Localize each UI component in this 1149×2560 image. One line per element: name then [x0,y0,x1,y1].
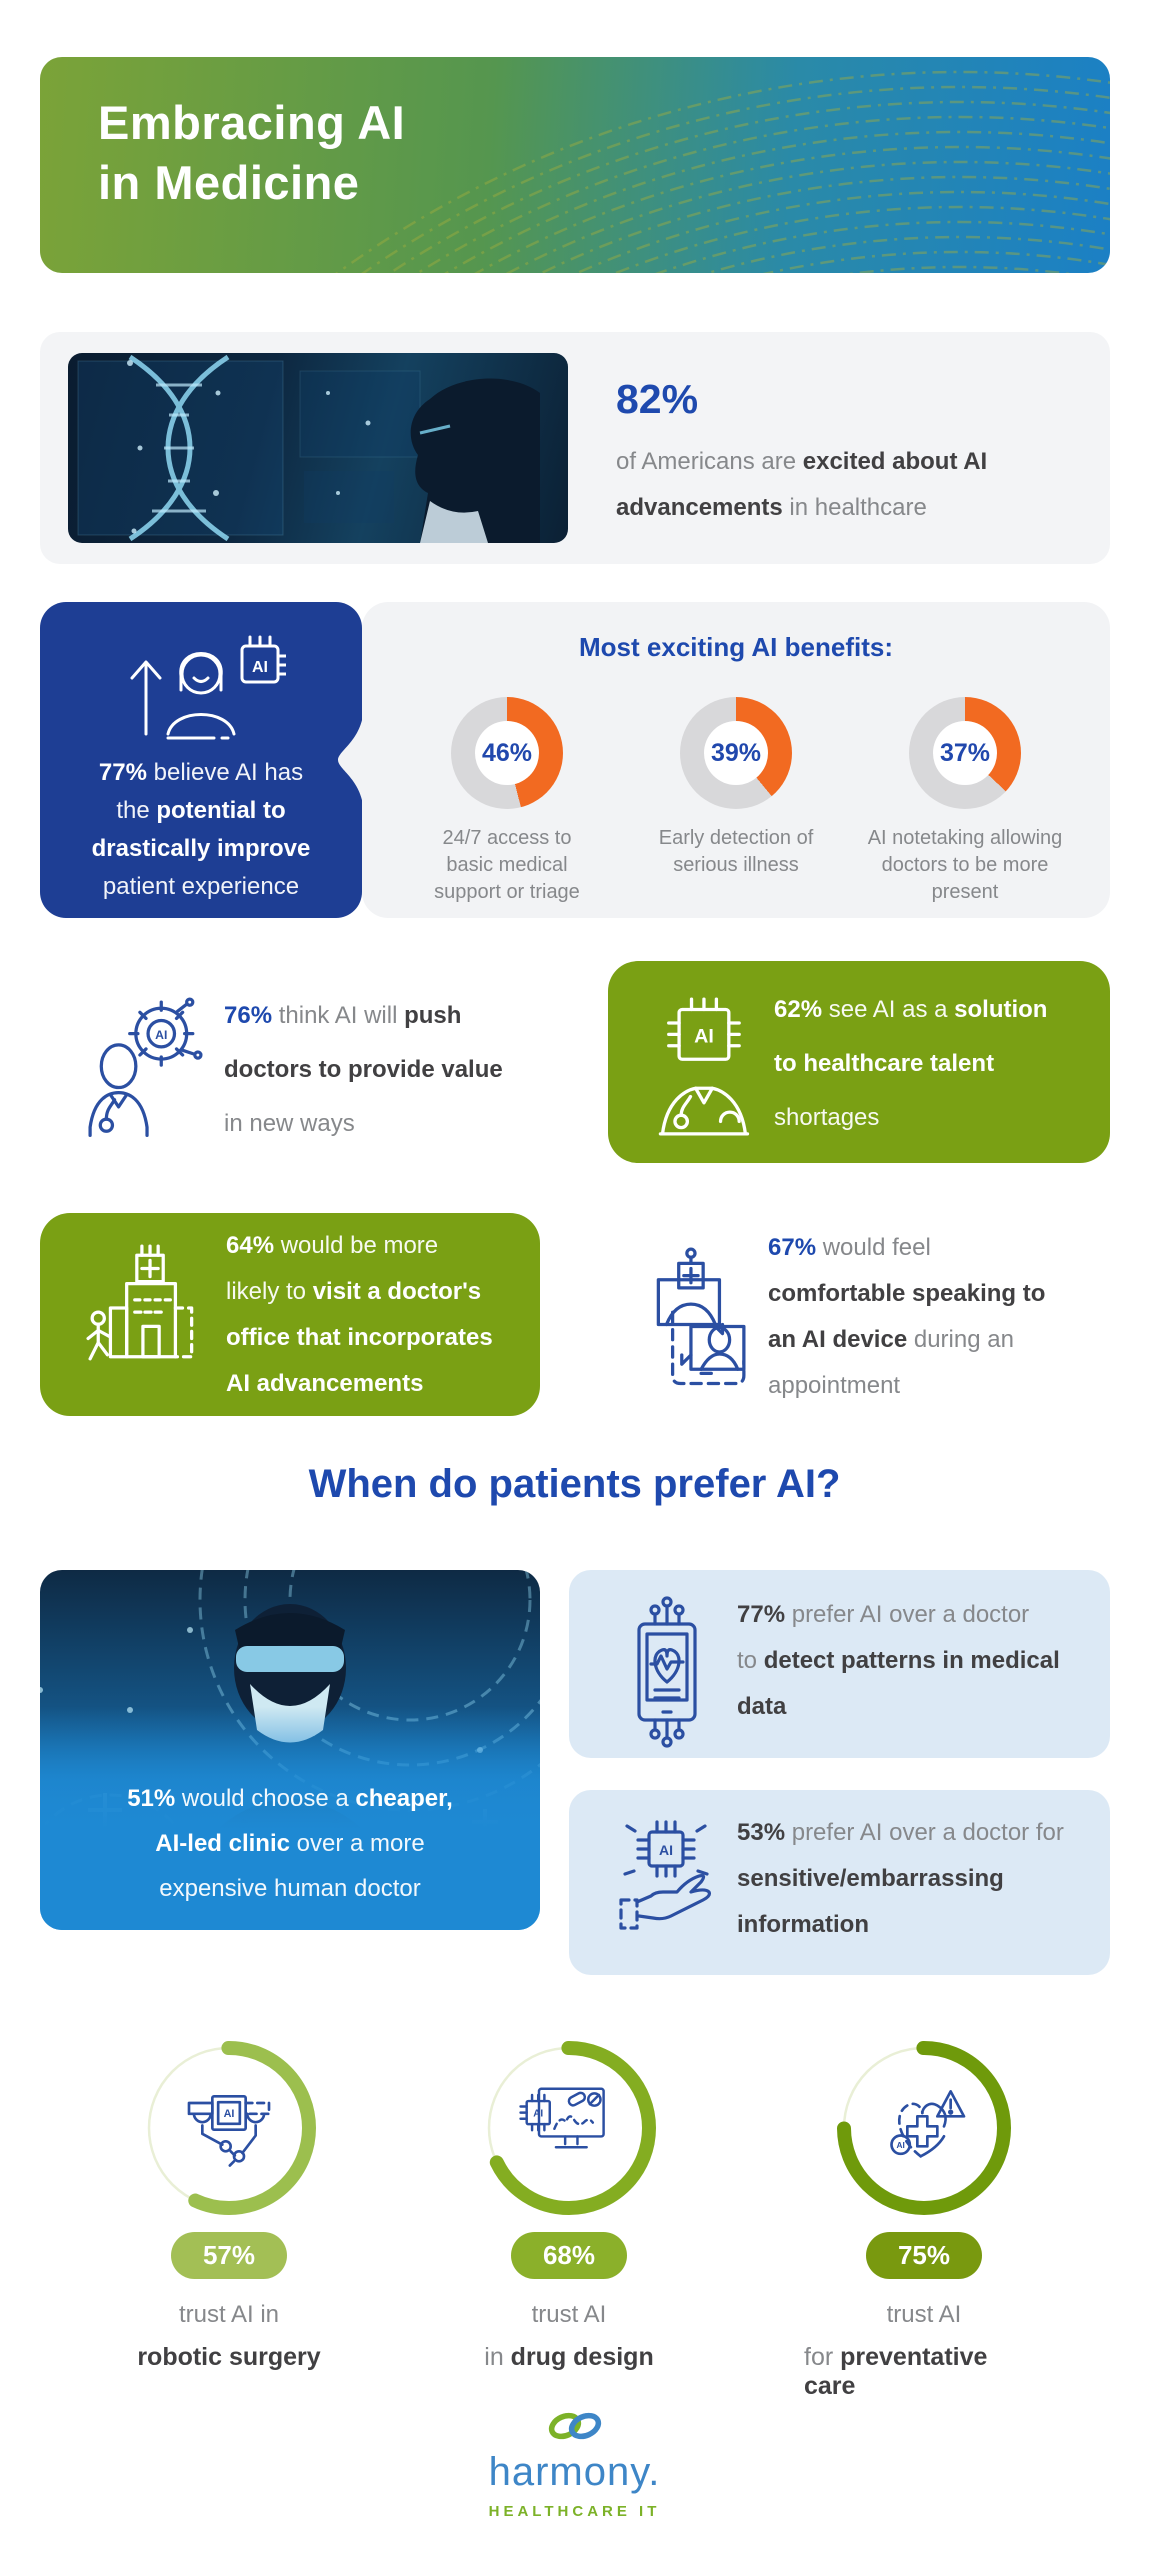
video-visit-icon [638,1241,750,1399]
visit-office-stat-text: 64% would be more likely to visit a docto… [226,1232,493,1397]
stats-row-1: AI 76% think AI will push doctors to prov… [40,961,1110,1163]
donut-item: 39% Early detection of serious illness [631,697,841,906]
detect-patterns-stat-text: 77% prefer AI over a doctor to detect pat… [737,1601,1060,1720]
progress-ring: AI [481,2040,657,2216]
stats-row-2: 64% would be more likely to visit a docto… [40,1213,1110,1416]
trust-item-preventative-care: AI 75% trust AI for preventative care [804,2040,1044,2401]
growth-person-ai-icon: AI [116,634,288,746]
progress-ring: AI [141,2040,317,2216]
talent-shortage-stat-box: AI 62% see AI as a solution to healthcare… [608,961,1110,1163]
footer-brand: harmony. HEALTHCARE IT [0,2406,1149,2520]
preventative-care-ai-icon: AI [874,2078,974,2178]
trust-label-line1: trust AI in [178,2301,280,2328]
donut-chart-triage: 46% [451,697,563,809]
donut-label: 24/7 access to basic medical support or … [434,827,580,903]
ai-chip-person-icon: AI [648,995,762,1136]
detect-patterns-card: 77% prefer AI over a doctor to detect pat… [569,1570,1110,1758]
header-banner: Embracing AI in Medicine [40,57,1110,273]
benefits-panel: Most exciting AI benefits: 46% 24/7 acce… [362,602,1110,918]
benefits-donut-row: 46% 24/7 access to basic medical support… [362,697,1110,906]
donut-item: 37% AI notetaking allowing doctors to be… [860,697,1070,906]
donut-value: 39% [710,738,762,767]
donut-chart-notetaking: 37% [909,697,1021,809]
trust-label-line1: trust AI [531,2301,607,2328]
benefits-section: AI 77% believe AI has the potential to dra… [40,602,1110,918]
ai-chip-hand-icon: AI [607,1814,727,1952]
trust-label-line2: robotic surgery [137,2343,321,2371]
trust-item-drug-design: AI 68% trust AI in drug design [449,2040,689,2372]
patient-experience-stat-text: 77% believe AI has the potential to drasti… [91,759,311,900]
sensitive-info-stat-text: 53% prefer AI over a doctor for sensitive… [737,1819,1064,1938]
donut-item: 46% 24/7 access to basic medical support… [402,697,612,906]
hospital-walk-icon [82,1239,214,1391]
visit-office-stat-box: 64% would be more likely to visit a docto… [40,1213,540,1416]
ar-doctor-photo: 51% would choose a cheaper, AI-led clinic… [40,1570,540,1930]
svg-text:AI: AI [252,659,268,676]
donut-chart-detection: 39% [680,697,792,809]
donut-label: Early detection of serious illness [658,827,814,876]
trust-label-line1: trust AI [886,2301,962,2328]
sensitive-info-card: AI 53% prefer AI over a doctor for sensit… [569,1790,1110,1975]
drug-design-ai-icon: AI [519,2078,619,2178]
svg-text:AI: AI [533,2108,543,2119]
trust-section: AI 57% trust AI in robotic surgery [0,2040,1149,2400]
trust-percentage-badge: 68% [511,2232,627,2279]
progress-ring: AI [836,2040,1012,2216]
trust-label-line2: in drug design [484,2343,654,2371]
donut-label: AI notetaking allowing doctors to be mor… [867,827,1063,903]
robotic-surgery-ai-icon: AI [179,2078,279,2178]
excited-stat-text: of Americans are excited about AI advance… [616,448,988,521]
dotted-arcs-pattern [335,71,1110,273]
benefits-heading: Most exciting AI benefits: [579,632,893,662]
page-title: Embracing AI in Medicine [98,96,406,209]
excited-stat-card: 82% of Americans are excited about AI adv… [40,332,1110,564]
excited-stat-value: 82% [616,376,699,422]
trust-label-line2: for preventative care [804,2343,988,2400]
talent-shortage-stat-text: 62% see AI as a solution to healthcare ta… [774,996,1048,1131]
trust-item-robotic-surgery: AI 57% trust AI in robotic surgery [109,2040,349,2372]
logo-subtitle: HEALTHCARE IT [488,2503,661,2520]
svg-text:AI: AI [694,1026,714,1048]
ai-device-stat-text: 67% would feel comfortable speaking to an … [768,1234,1046,1399]
prefer-section: 51% would choose a cheaper, AI-led clinic… [40,1570,1110,1975]
trust-percentage-badge: 75% [866,2232,982,2279]
prefer-heading: When do patients prefer AI? [308,1462,841,1506]
ai-clinic-stat-text: 51% would choose a cheaper, AI-led clinic… [127,1785,453,1902]
donut-value: 37% [939,738,991,767]
logo-wordmark: harmony. [488,2450,661,2494]
trust-percentage-badge: 57% [171,2232,287,2279]
svg-text:AI: AI [659,1842,673,1858]
push-doctors-stat-text: 76% think AI will push doctors to provide… [224,1002,503,1137]
dna-lab-photo [68,353,568,543]
svg-text:AI: AI [224,2108,235,2120]
donut-value: 46% [481,738,533,767]
infinity-logo-icon [548,2412,601,2440]
tablet-heart-monitor-icon [611,1594,721,1748]
doctor-gear-ai-icon: AI [84,993,206,1145]
svg-text:AI: AI [155,1028,167,1042]
patient-experience-stat-box: AI 77% believe AI has the potential to dra… [40,602,362,918]
svg-text:AI: AI [896,2140,904,2150]
